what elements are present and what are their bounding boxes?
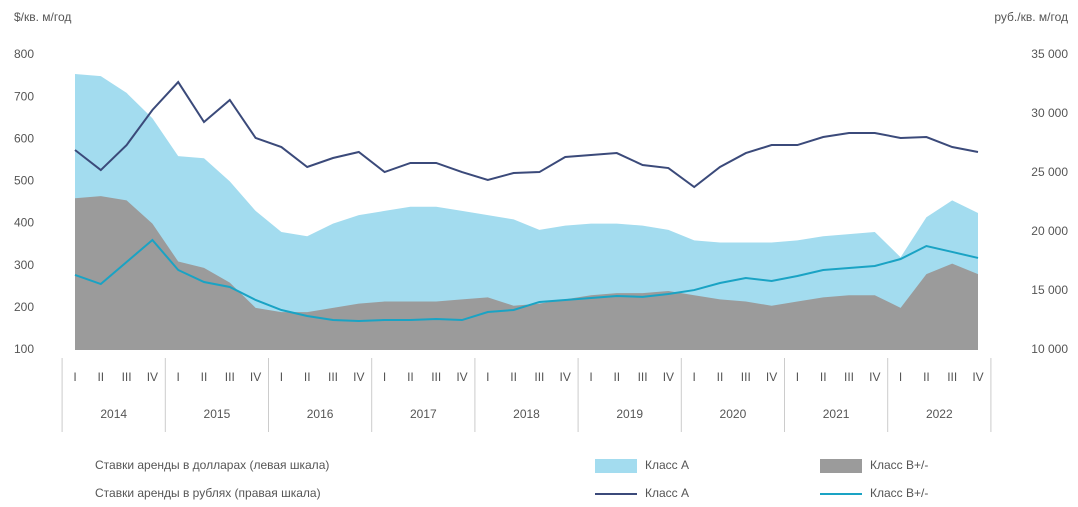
x-tick-label: III xyxy=(328,370,338,384)
x-tick-label: I xyxy=(280,370,283,384)
y2-tick-label: 25 000 xyxy=(1031,165,1068,179)
x-tick-label: II xyxy=(304,370,311,384)
x-tick-label: II xyxy=(613,370,620,384)
x-tick-label: III xyxy=(947,370,957,384)
line xyxy=(74,238,979,322)
x-tick-label: I xyxy=(73,370,76,384)
legend-swatch xyxy=(820,459,862,473)
line xyxy=(74,80,979,189)
x-tick-label: IV xyxy=(766,370,777,384)
x-tick-label: I xyxy=(486,370,489,384)
x-tick-label: II xyxy=(201,370,208,384)
x-tick-label: II xyxy=(717,370,724,384)
x-tick-label: III xyxy=(844,370,854,384)
x-tick-label: I xyxy=(796,370,799,384)
legend-swatch xyxy=(595,459,637,473)
x-tick-label: IV xyxy=(250,370,261,384)
x-tick-label: II xyxy=(510,370,517,384)
y2-tick-label: 15 000 xyxy=(1031,283,1068,297)
legend-label: Класс A xyxy=(645,458,689,472)
y2-tick-label: 10 000 xyxy=(1031,342,1068,356)
x-tick-label: IV xyxy=(456,370,467,384)
y-axis-label: $/кв. м/год xyxy=(14,10,71,24)
area xyxy=(75,196,978,350)
y-tick-label: 800 xyxy=(14,47,34,61)
y-tick-label: 500 xyxy=(14,174,34,188)
y2-axis-label: руб./кв. м/год xyxy=(994,10,1068,24)
y2-tick-label: 30 000 xyxy=(1031,106,1068,120)
legend-group-label: Ставки аренды в рублях (правая шкала) xyxy=(95,486,321,500)
year-label: 2017 xyxy=(410,407,437,421)
y-tick-label: 100 xyxy=(14,342,34,356)
y2-tick-label: 35 000 xyxy=(1031,47,1068,61)
legend-label: Класс A xyxy=(645,486,689,500)
legend-label: Класс B+/- xyxy=(870,486,928,500)
year-label: 2014 xyxy=(100,407,127,421)
x-tick-label: IV xyxy=(560,370,571,384)
year-label: 2016 xyxy=(307,407,334,421)
x-tick-label: III xyxy=(638,370,648,384)
y-tick-label: 300 xyxy=(14,258,34,272)
y-tick-label: 400 xyxy=(14,216,34,230)
x-tick-label: III xyxy=(534,370,544,384)
x-tick-label: III xyxy=(741,370,751,384)
y2-tick-label: 20 000 xyxy=(1031,224,1068,238)
y-tick-label: 200 xyxy=(14,300,34,314)
x-tick-label: IV xyxy=(663,370,674,384)
area xyxy=(75,73,978,350)
year-label: 2019 xyxy=(616,407,643,421)
x-tick-label: IV xyxy=(972,370,983,384)
x-tick-label: IV xyxy=(869,370,880,384)
x-tick-label: I xyxy=(899,370,902,384)
x-tick-label: I xyxy=(589,370,592,384)
x-tick-label: I xyxy=(177,370,180,384)
x-tick-label: III xyxy=(431,370,441,384)
x-tick-label: II xyxy=(97,370,104,384)
x-tick-label: I xyxy=(383,370,386,384)
legend-label: Класс B+/- xyxy=(870,458,928,472)
year-label: 2022 xyxy=(926,407,953,421)
year-label: 2018 xyxy=(513,407,540,421)
year-label: 2020 xyxy=(720,407,747,421)
x-tick-label: III xyxy=(225,370,235,384)
x-tick-label: II xyxy=(923,370,930,384)
year-label: 2015 xyxy=(204,407,231,421)
x-tick-label: III xyxy=(122,370,132,384)
y-tick-label: 700 xyxy=(14,89,34,103)
x-tick-label: IV xyxy=(147,370,158,384)
x-tick-label: II xyxy=(820,370,827,384)
x-tick-label: II xyxy=(407,370,414,384)
x-tick-label: IV xyxy=(353,370,364,384)
x-tick-label: I xyxy=(693,370,696,384)
year-label: 2021 xyxy=(823,407,850,421)
legend-group-label: Ставки аренды в долларах (левая шкала) xyxy=(95,458,329,472)
y-tick-label: 600 xyxy=(14,131,34,145)
